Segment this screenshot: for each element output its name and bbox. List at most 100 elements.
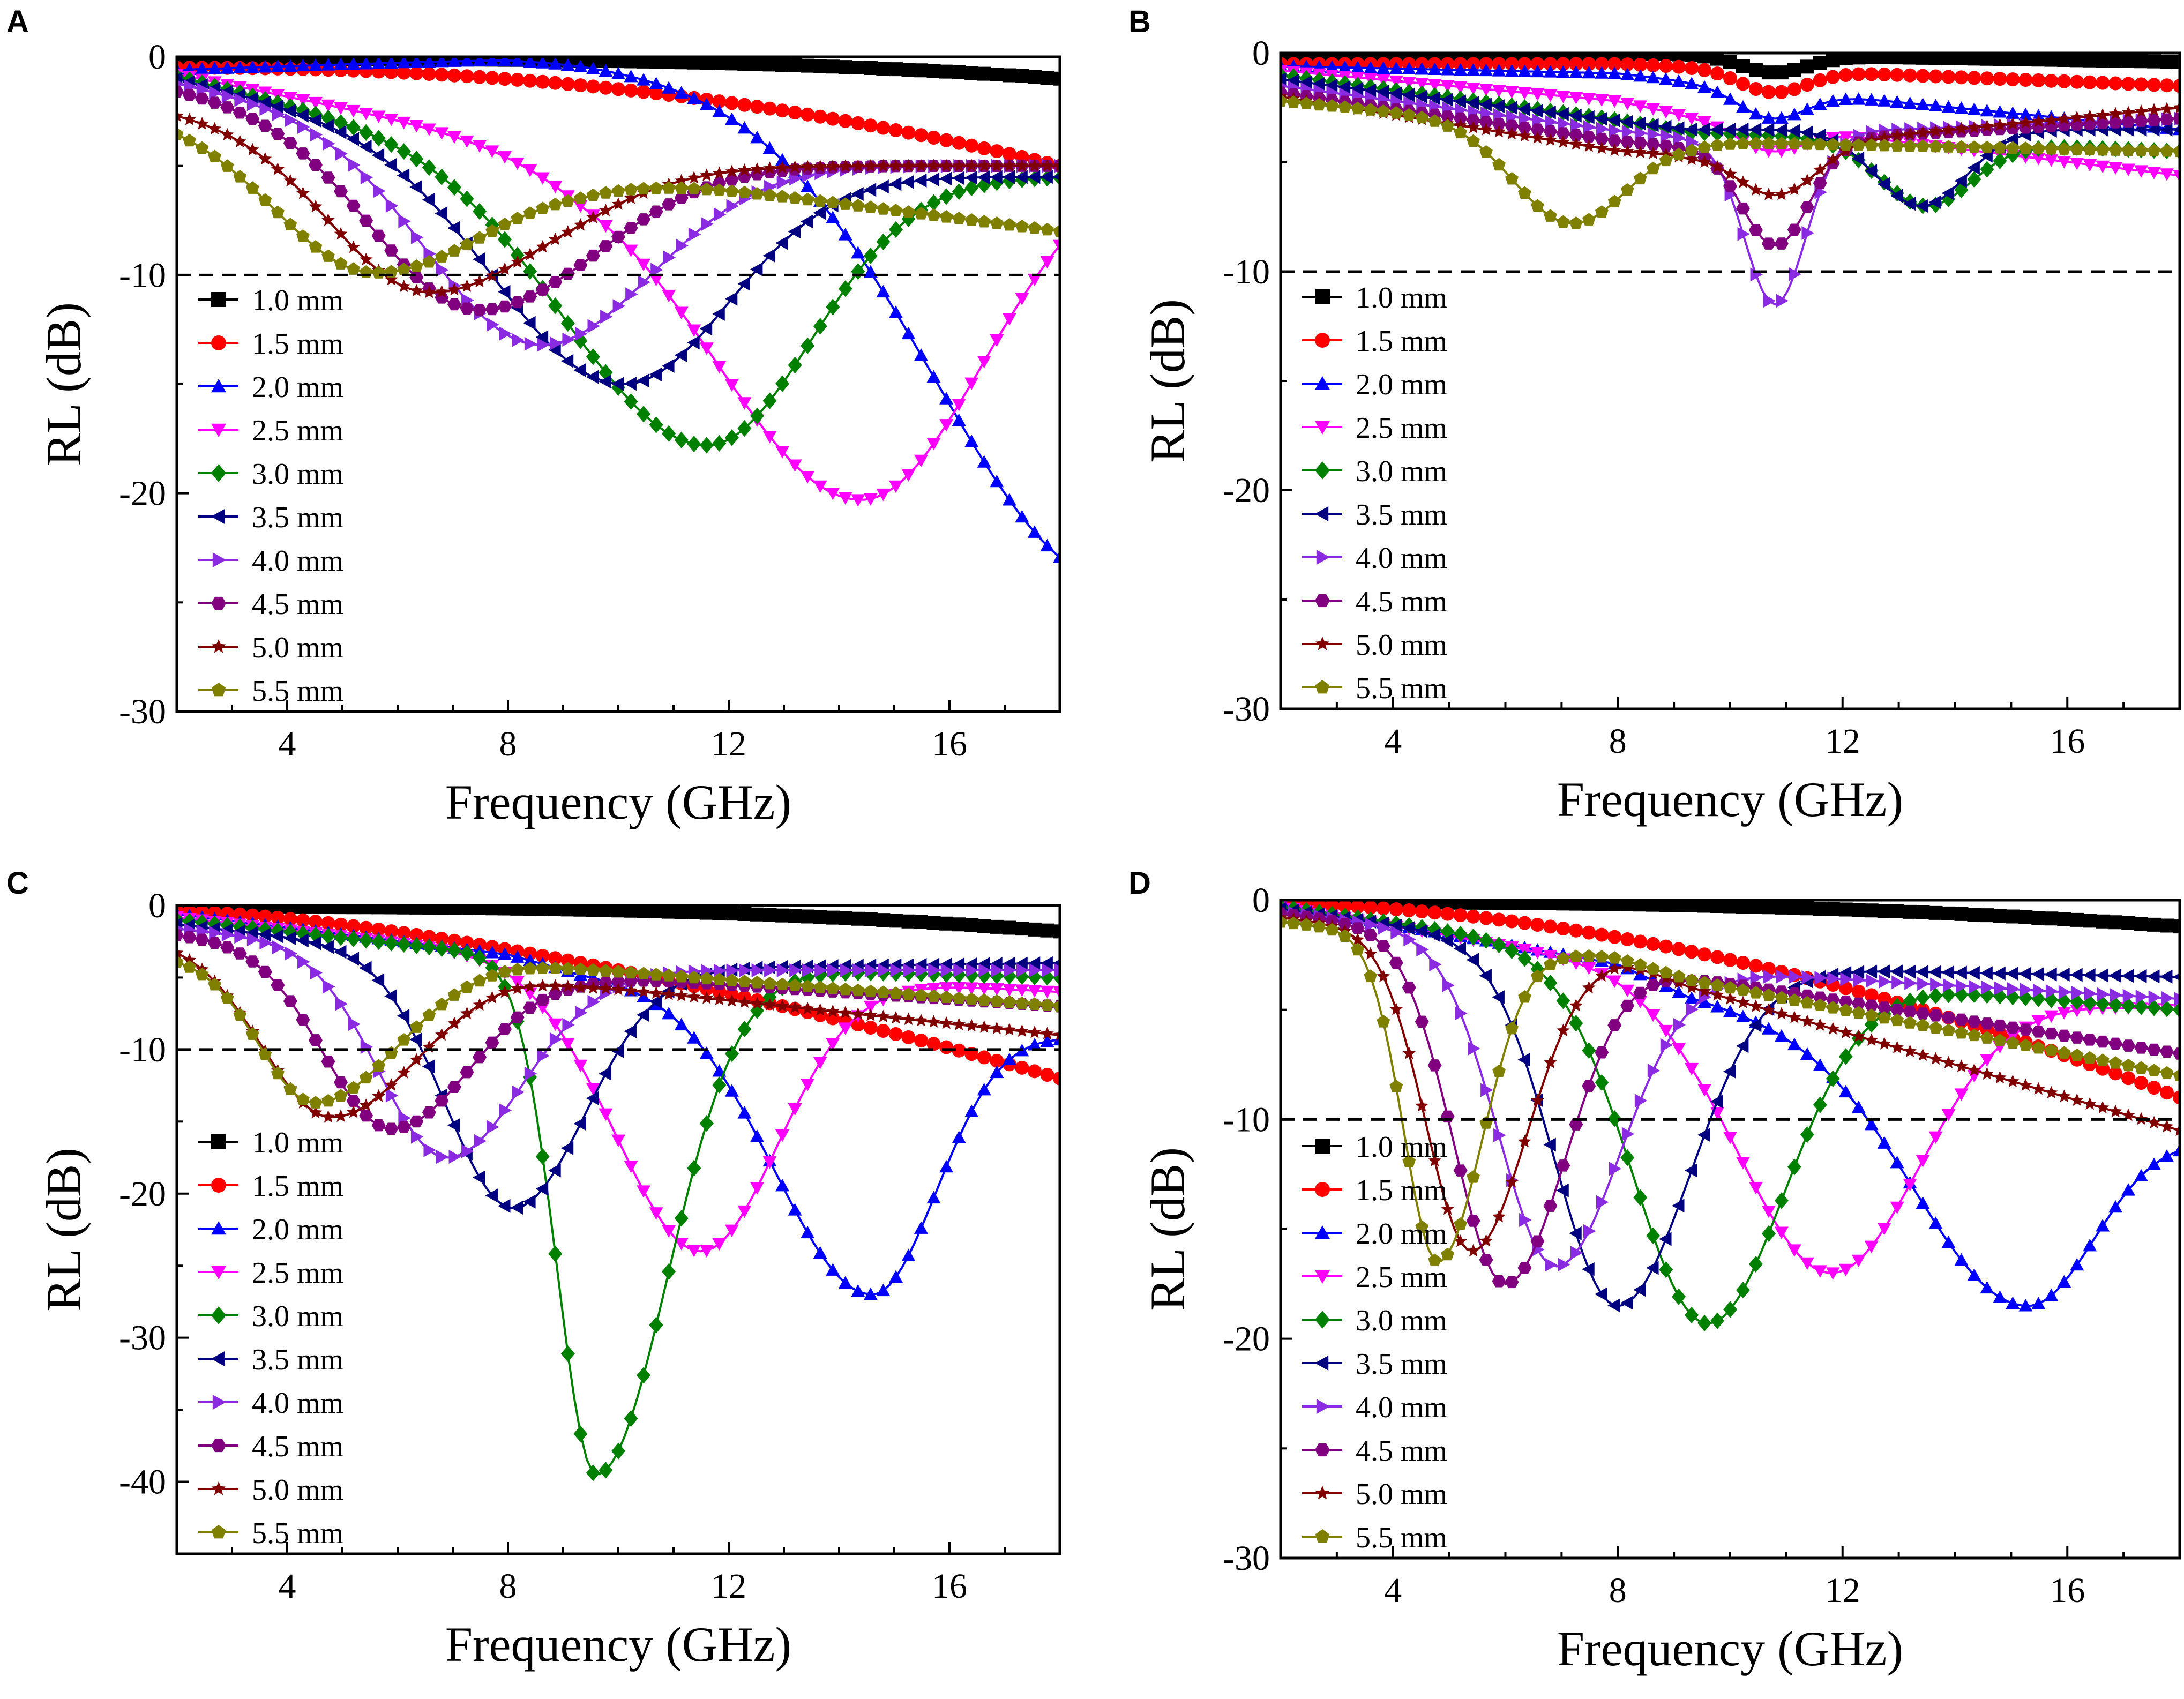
data-point: [1685, 945, 1699, 959]
data-point: [586, 249, 600, 262]
data-point: [1466, 114, 1480, 126]
data-point: [763, 188, 776, 201]
data-point: [712, 1076, 727, 1094]
data-point: [523, 290, 537, 303]
data-point: [1492, 118, 1506, 130]
data-point: [1415, 110, 1429, 124]
legend-label: 3.5 mm: [1356, 498, 1447, 532]
data-point: [1954, 53, 1969, 65]
data-point: [498, 151, 512, 164]
data-point: [1903, 197, 1916, 211]
data-point: [409, 119, 424, 133]
data-point: [977, 214, 991, 228]
legend-label: 4.0 mm: [1356, 542, 1447, 575]
data-point: [523, 946, 537, 961]
data-point: [1363, 83, 1377, 98]
data-point: [498, 72, 512, 86]
data-point: [851, 494, 865, 507]
data-point: [1672, 985, 1686, 998]
data-point: [2108, 162, 2123, 175]
data-point: [1531, 969, 1544, 983]
data-point: [435, 206, 447, 221]
data-point: [725, 164, 739, 178]
data-point: [611, 983, 625, 996]
data-point: [308, 905, 323, 914]
data-point: [246, 97, 260, 111]
data-point: [599, 364, 613, 381]
data-point: [1582, 1042, 1596, 1059]
data-point: [750, 262, 763, 276]
data-point: [1634, 1094, 1648, 1108]
legend-label: 4.0 mm: [1356, 1391, 1447, 1424]
data-point: [725, 974, 739, 986]
data-point: [2006, 1021, 2020, 1034]
data-point: [1389, 75, 1403, 88]
data-point: [637, 182, 650, 194]
data-point: [1569, 137, 1583, 150]
data-point: [1620, 954, 1634, 967]
data-point: [2121, 916, 2136, 930]
data-point: [523, 73, 537, 88]
data-point: [409, 1115, 424, 1128]
data-point: [674, 1210, 689, 1227]
data-point: [2070, 1005, 2084, 1017]
data-point: [1620, 183, 1634, 196]
data-point: [574, 218, 587, 231]
data-point: [788, 459, 802, 472]
data-point: [851, 187, 864, 201]
y-tick-label: -30: [119, 692, 166, 731]
data-point: [1363, 900, 1378, 915]
data-point: [1582, 962, 1596, 975]
data-point: [1582, 1262, 1595, 1276]
data-point: [2070, 110, 2084, 124]
data-point: [510, 296, 525, 309]
data-point: [1646, 1009, 1661, 1022]
data-point: [586, 62, 600, 74]
data-point: [1466, 1215, 1480, 1227]
data-point: [939, 990, 953, 1004]
data-point: [1646, 58, 1661, 73]
data-point: [523, 979, 537, 993]
data-point: [1015, 984, 1029, 997]
y-axis-label: RL (dB): [1140, 299, 1195, 463]
data-point: [1607, 66, 1622, 79]
data-point: [498, 231, 512, 248]
data-point: [548, 1018, 563, 1031]
data-point: [1916, 199, 1928, 213]
data-point: [359, 932, 373, 949]
data-point: [1002, 147, 1016, 161]
data-point: [964, 1019, 978, 1032]
data-point: [447, 131, 461, 144]
data-point: [1492, 900, 1506, 910]
data-point: [738, 975, 751, 987]
data-point: [2032, 983, 2046, 998]
data-point: [637, 990, 651, 1003]
data-point: [1505, 171, 1519, 185]
series-line: [1281, 100, 2180, 224]
data-point: [177, 955, 184, 968]
data-point: [2058, 985, 2071, 999]
data-point: [384, 158, 397, 172]
data-point: [788, 160, 802, 173]
data-point: [863, 183, 877, 197]
data-point: [2173, 1090, 2180, 1105]
data-point: [2173, 101, 2180, 114]
panel-letter: A: [6, 4, 29, 39]
data-point: [2134, 1076, 2149, 1090]
data-point: [953, 963, 966, 977]
data-point: [624, 377, 637, 391]
data-point: [712, 361, 727, 373]
data-point: [2160, 54, 2174, 69]
data-point: [548, 232, 562, 245]
data-point: [712, 306, 725, 321]
legend-marker: [1315, 1443, 1330, 1457]
data-point: [1800, 1257, 1814, 1270]
data-point: [1620, 98, 1635, 110]
data-point: [2173, 125, 2180, 134]
data-point: [512, 1085, 525, 1099]
data-point: [1466, 928, 1480, 946]
data-point: [1852, 1029, 1866, 1042]
data-point: [574, 962, 587, 976]
data-point: [827, 963, 840, 978]
data-point: [2031, 121, 2046, 133]
